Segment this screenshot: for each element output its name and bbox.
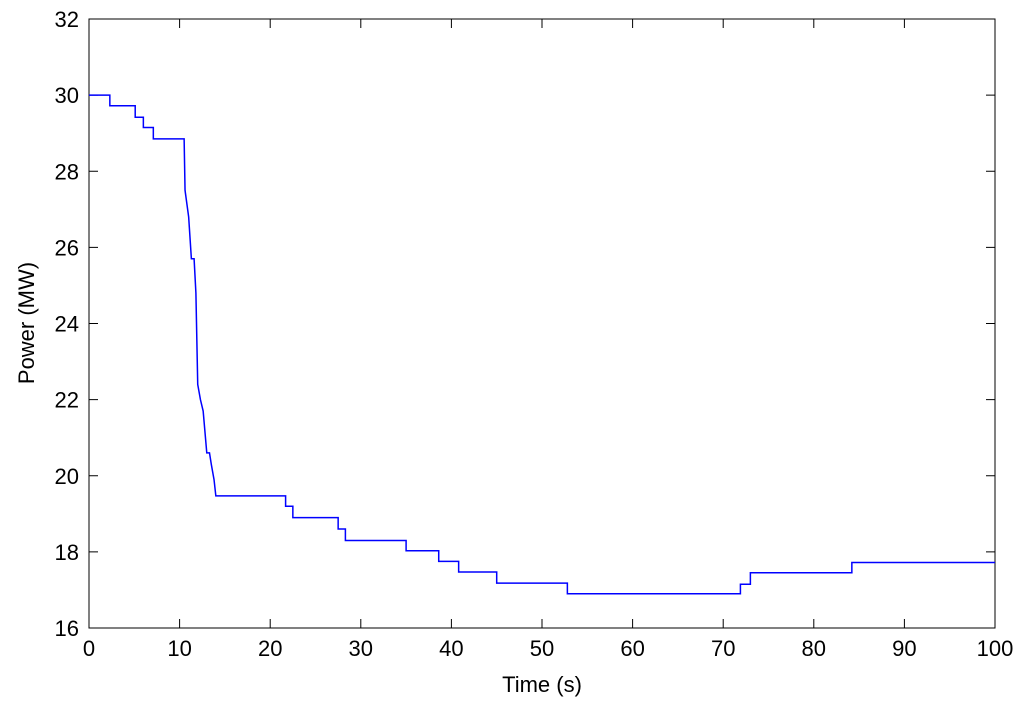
y-tick-label: 22 — [55, 388, 79, 413]
x-tick-label: 20 — [258, 636, 282, 661]
y-tick-label: 18 — [55, 540, 79, 565]
x-tick-label: 70 — [711, 636, 735, 661]
x-tick-label: 30 — [349, 636, 373, 661]
y-tick-label: 26 — [55, 235, 79, 260]
y-tick-label: 16 — [55, 616, 79, 641]
y-tick-label: 20 — [55, 464, 79, 489]
x-tick-label: 100 — [977, 636, 1014, 661]
y-tick-label: 28 — [55, 159, 79, 184]
x-tick-label: 10 — [167, 636, 191, 661]
x-tick-label: 90 — [892, 636, 916, 661]
y-axis-label: Power (MW) — [14, 262, 39, 384]
x-tick-label: 0 — [83, 636, 95, 661]
x-tick-label: 50 — [530, 636, 554, 661]
x-tick-label: 40 — [439, 636, 463, 661]
x-tick-label: 60 — [620, 636, 644, 661]
plot-frame — [88, 18, 996, 629]
y-tick-label: 32 — [55, 7, 79, 32]
y-tick-label: 30 — [55, 83, 79, 108]
x-tick-label: 80 — [802, 636, 826, 661]
x-axis-label: Time (s) — [502, 672, 582, 697]
y-tick-label: 24 — [55, 312, 79, 337]
data-line — [89, 94, 995, 595]
